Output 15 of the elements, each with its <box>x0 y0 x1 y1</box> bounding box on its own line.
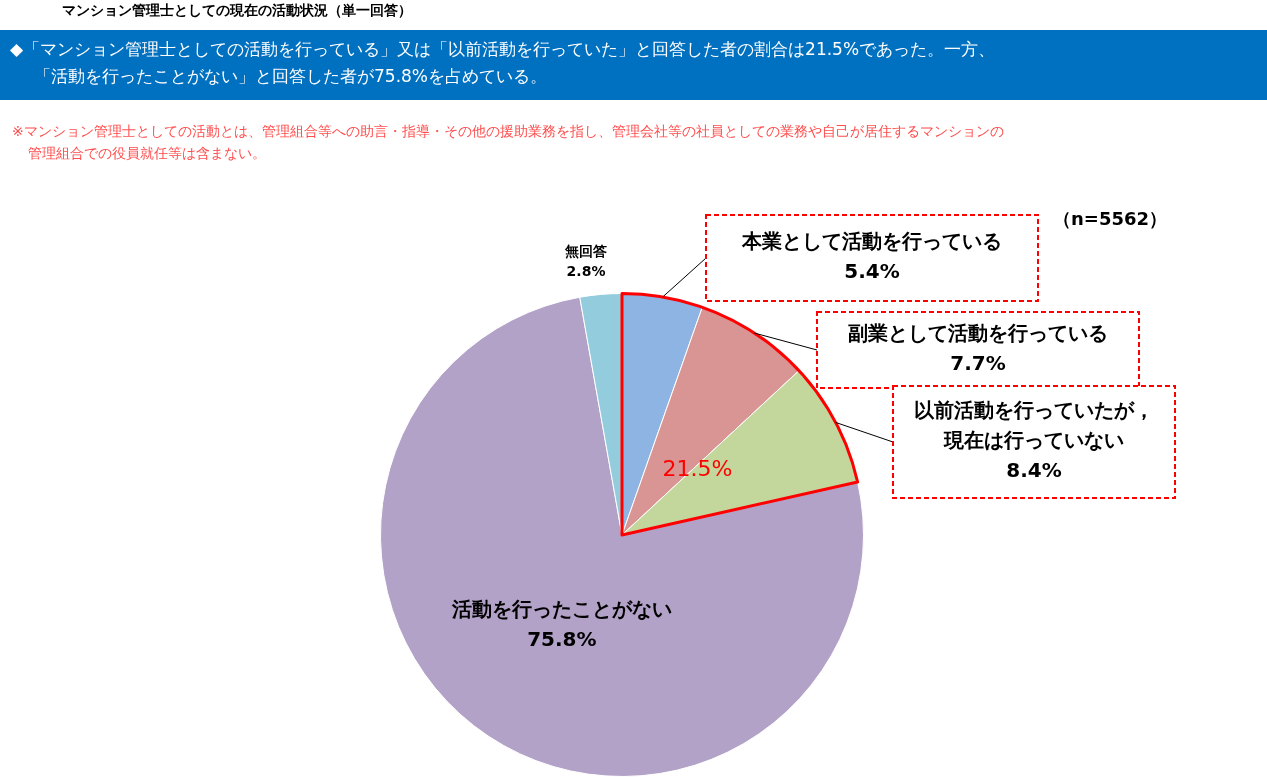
data-label: 5.4% <box>844 259 900 284</box>
data-label: 2.8% <box>566 262 606 279</box>
data-label: 8.4% <box>1006 458 1062 483</box>
text: （n=5562） <box>1053 207 1167 229</box>
slice-label: 以前活動を行っていたが，現在は行っていない <box>914 398 1154 453</box>
slice-label: 副業として活動を行っている <box>848 321 1108 346</box>
slice-label: 活動を行ったことがない <box>450 596 672 621</box>
data-label: 75.8% <box>527 626 597 651</box>
text: ※マンション管理士としての活動とは、管理組合等への助言・指導・その他の援助業務を指し、管理会社等の社員としての業務や自己が居住するマンションの管理組合での役員就任等は含まない。 <box>12 122 1005 163</box>
text: 21.5% <box>662 456 733 482</box>
slice-label: 無回答 <box>564 242 607 259</box>
slice-label: 本業として活動を行っている <box>741 229 1002 254</box>
data-label: 7.7% <box>950 351 1006 376</box>
chart-subtitle: ◆「マンション管理士としての活動を行っている」又は「以前活動を行っていた」と回答した者の割合は21.5%であった。一方、「活動を行ったことがない」と回答した者が75.8%を占めている。 <box>0 30 1267 100</box>
text: マンション管理士としての現在の活動状況（単一回答） <box>62 2 412 20</box>
